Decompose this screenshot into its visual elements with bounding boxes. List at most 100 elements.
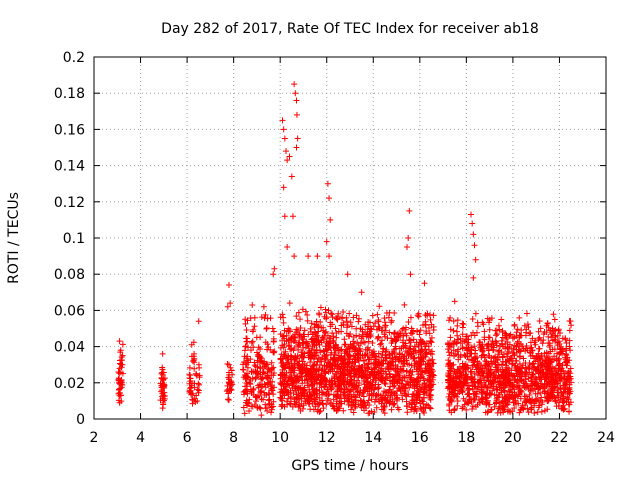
data-point (293, 326, 300, 333)
data-point (423, 351, 430, 358)
data-point (546, 343, 553, 350)
data-point (374, 311, 381, 318)
data-point (290, 347, 297, 354)
data-point (243, 379, 250, 386)
data-point (378, 375, 385, 382)
data-point (379, 394, 386, 401)
data-point (160, 383, 167, 390)
data-point (351, 348, 358, 355)
data-point (425, 384, 432, 391)
data-point (547, 390, 554, 397)
data-point (313, 352, 320, 359)
data-point (246, 396, 253, 403)
data-point (249, 375, 256, 382)
data-point (313, 318, 320, 325)
data-point (462, 352, 469, 359)
data-point (241, 410, 248, 417)
data-point (450, 374, 457, 381)
x-tick-label: 12 (318, 430, 336, 446)
data-point (339, 314, 346, 321)
data-point (550, 311, 557, 318)
data-point (286, 365, 293, 372)
data-point (543, 370, 550, 377)
data-point (390, 348, 397, 355)
data-point (189, 390, 196, 397)
data-point (411, 354, 418, 361)
data-point (549, 385, 556, 392)
data-point (516, 360, 523, 367)
data-point (467, 369, 474, 376)
data-point (116, 399, 123, 406)
data-point (299, 369, 306, 376)
data-point (409, 399, 416, 406)
data-point (427, 391, 434, 398)
data-point (527, 349, 534, 356)
data-point (347, 319, 354, 326)
data-point (356, 366, 363, 373)
data-point (403, 393, 410, 400)
data-point (258, 375, 265, 382)
data-point (451, 407, 458, 414)
data-point (535, 345, 542, 352)
data-point (448, 344, 455, 351)
data-point (562, 336, 569, 343)
data-point (299, 339, 306, 346)
data-point (491, 391, 498, 398)
data-point (445, 349, 452, 356)
data-point (286, 327, 293, 334)
data-point (284, 157, 291, 164)
data-point (346, 310, 353, 317)
data-point (493, 395, 500, 402)
data-point (469, 403, 476, 410)
data-point (514, 377, 521, 384)
data-point (447, 314, 454, 321)
data-point (459, 324, 466, 331)
data-point (257, 388, 264, 395)
data-point (420, 322, 427, 329)
data-point (317, 379, 324, 386)
data-point (373, 404, 380, 411)
data-point (195, 380, 202, 387)
data-point (449, 381, 456, 388)
data-point (500, 409, 507, 416)
data-point (471, 395, 478, 402)
data-point (300, 344, 307, 351)
data-point (261, 370, 268, 377)
data-point (309, 335, 316, 342)
data-point (389, 380, 396, 387)
data-point (326, 390, 333, 397)
data-point (516, 343, 523, 350)
data-point (242, 320, 249, 327)
data-point (336, 405, 343, 412)
data-point (450, 318, 457, 325)
data-point (402, 344, 409, 351)
data-point (269, 365, 276, 372)
data-point (510, 399, 517, 406)
data-point (451, 392, 458, 399)
data-point (504, 372, 511, 379)
y-tick-label: 0.2 (63, 50, 85, 66)
data-point (378, 337, 385, 344)
data-point (305, 367, 312, 374)
data-point (451, 368, 458, 375)
data-point (537, 362, 544, 369)
data-point (268, 359, 275, 366)
data-point (267, 315, 274, 322)
points-layer (115, 81, 575, 419)
data-point (160, 392, 167, 399)
data-point (342, 341, 349, 348)
data-point (227, 364, 234, 371)
data-point (400, 367, 407, 374)
data-point (504, 350, 511, 357)
data-point (328, 400, 335, 407)
data-point (360, 357, 367, 364)
data-point (356, 392, 363, 399)
data-point (347, 370, 354, 377)
data-point (500, 343, 507, 350)
data-point (241, 347, 248, 354)
data-point (427, 338, 434, 345)
data-point (406, 207, 413, 214)
data-point (494, 367, 501, 374)
data-point (419, 373, 426, 380)
data-point (509, 360, 516, 367)
